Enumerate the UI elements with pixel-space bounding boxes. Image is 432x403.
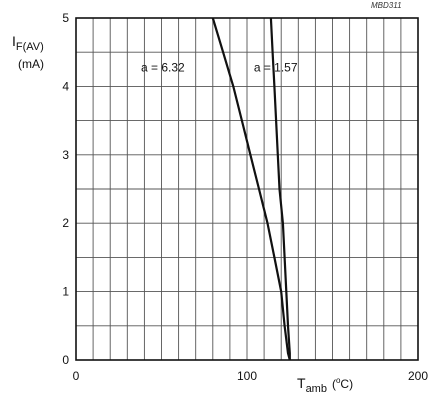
y-tick-label: 0: [62, 353, 69, 367]
series-line: [269, 17, 291, 360]
series-label: a = 6.32: [141, 60, 185, 74]
x-tick-label: 200: [408, 369, 428, 383]
x-axis-label: Tamb (oC): [297, 375, 353, 395]
figure-ref: MBD311: [371, 1, 402, 10]
y-axis-label: IF(AV): [12, 33, 44, 53]
y-tick-label: 2: [62, 216, 69, 230]
y-tick-label: 3: [62, 148, 69, 162]
y-axis-subscript: F(AV): [16, 41, 44, 53]
x-axis-unit-open: (: [332, 377, 336, 391]
y-tick-label: 5: [62, 11, 69, 25]
series-line: [211, 17, 291, 361]
x-axis-unit-close: C): [340, 377, 353, 391]
y-axis-unit: (mA): [18, 57, 44, 71]
grid-layer: [75, 17, 419, 361]
x-tick-label: 100: [237, 369, 257, 383]
tick-labels: 0 1 2 3 4 5 0 100 200: [62, 11, 428, 383]
x-tick-label: 0: [73, 369, 80, 383]
series-label: a = 1.57: [254, 60, 298, 74]
y-tick-label: 1: [62, 285, 69, 299]
x-axis-symbol: T: [297, 375, 306, 391]
plot-border: [75, 17, 419, 361]
plot-frame: [75, 17, 419, 361]
y-axis-symbol: I: [12, 33, 16, 49]
series-layer: a = 6.32 a = 1.57: [141, 17, 298, 361]
x-axis-unit-sup: o: [336, 376, 341, 385]
x-axis-subscript: amb: [306, 383, 327, 395]
y-tick-label: 4: [62, 79, 69, 93]
